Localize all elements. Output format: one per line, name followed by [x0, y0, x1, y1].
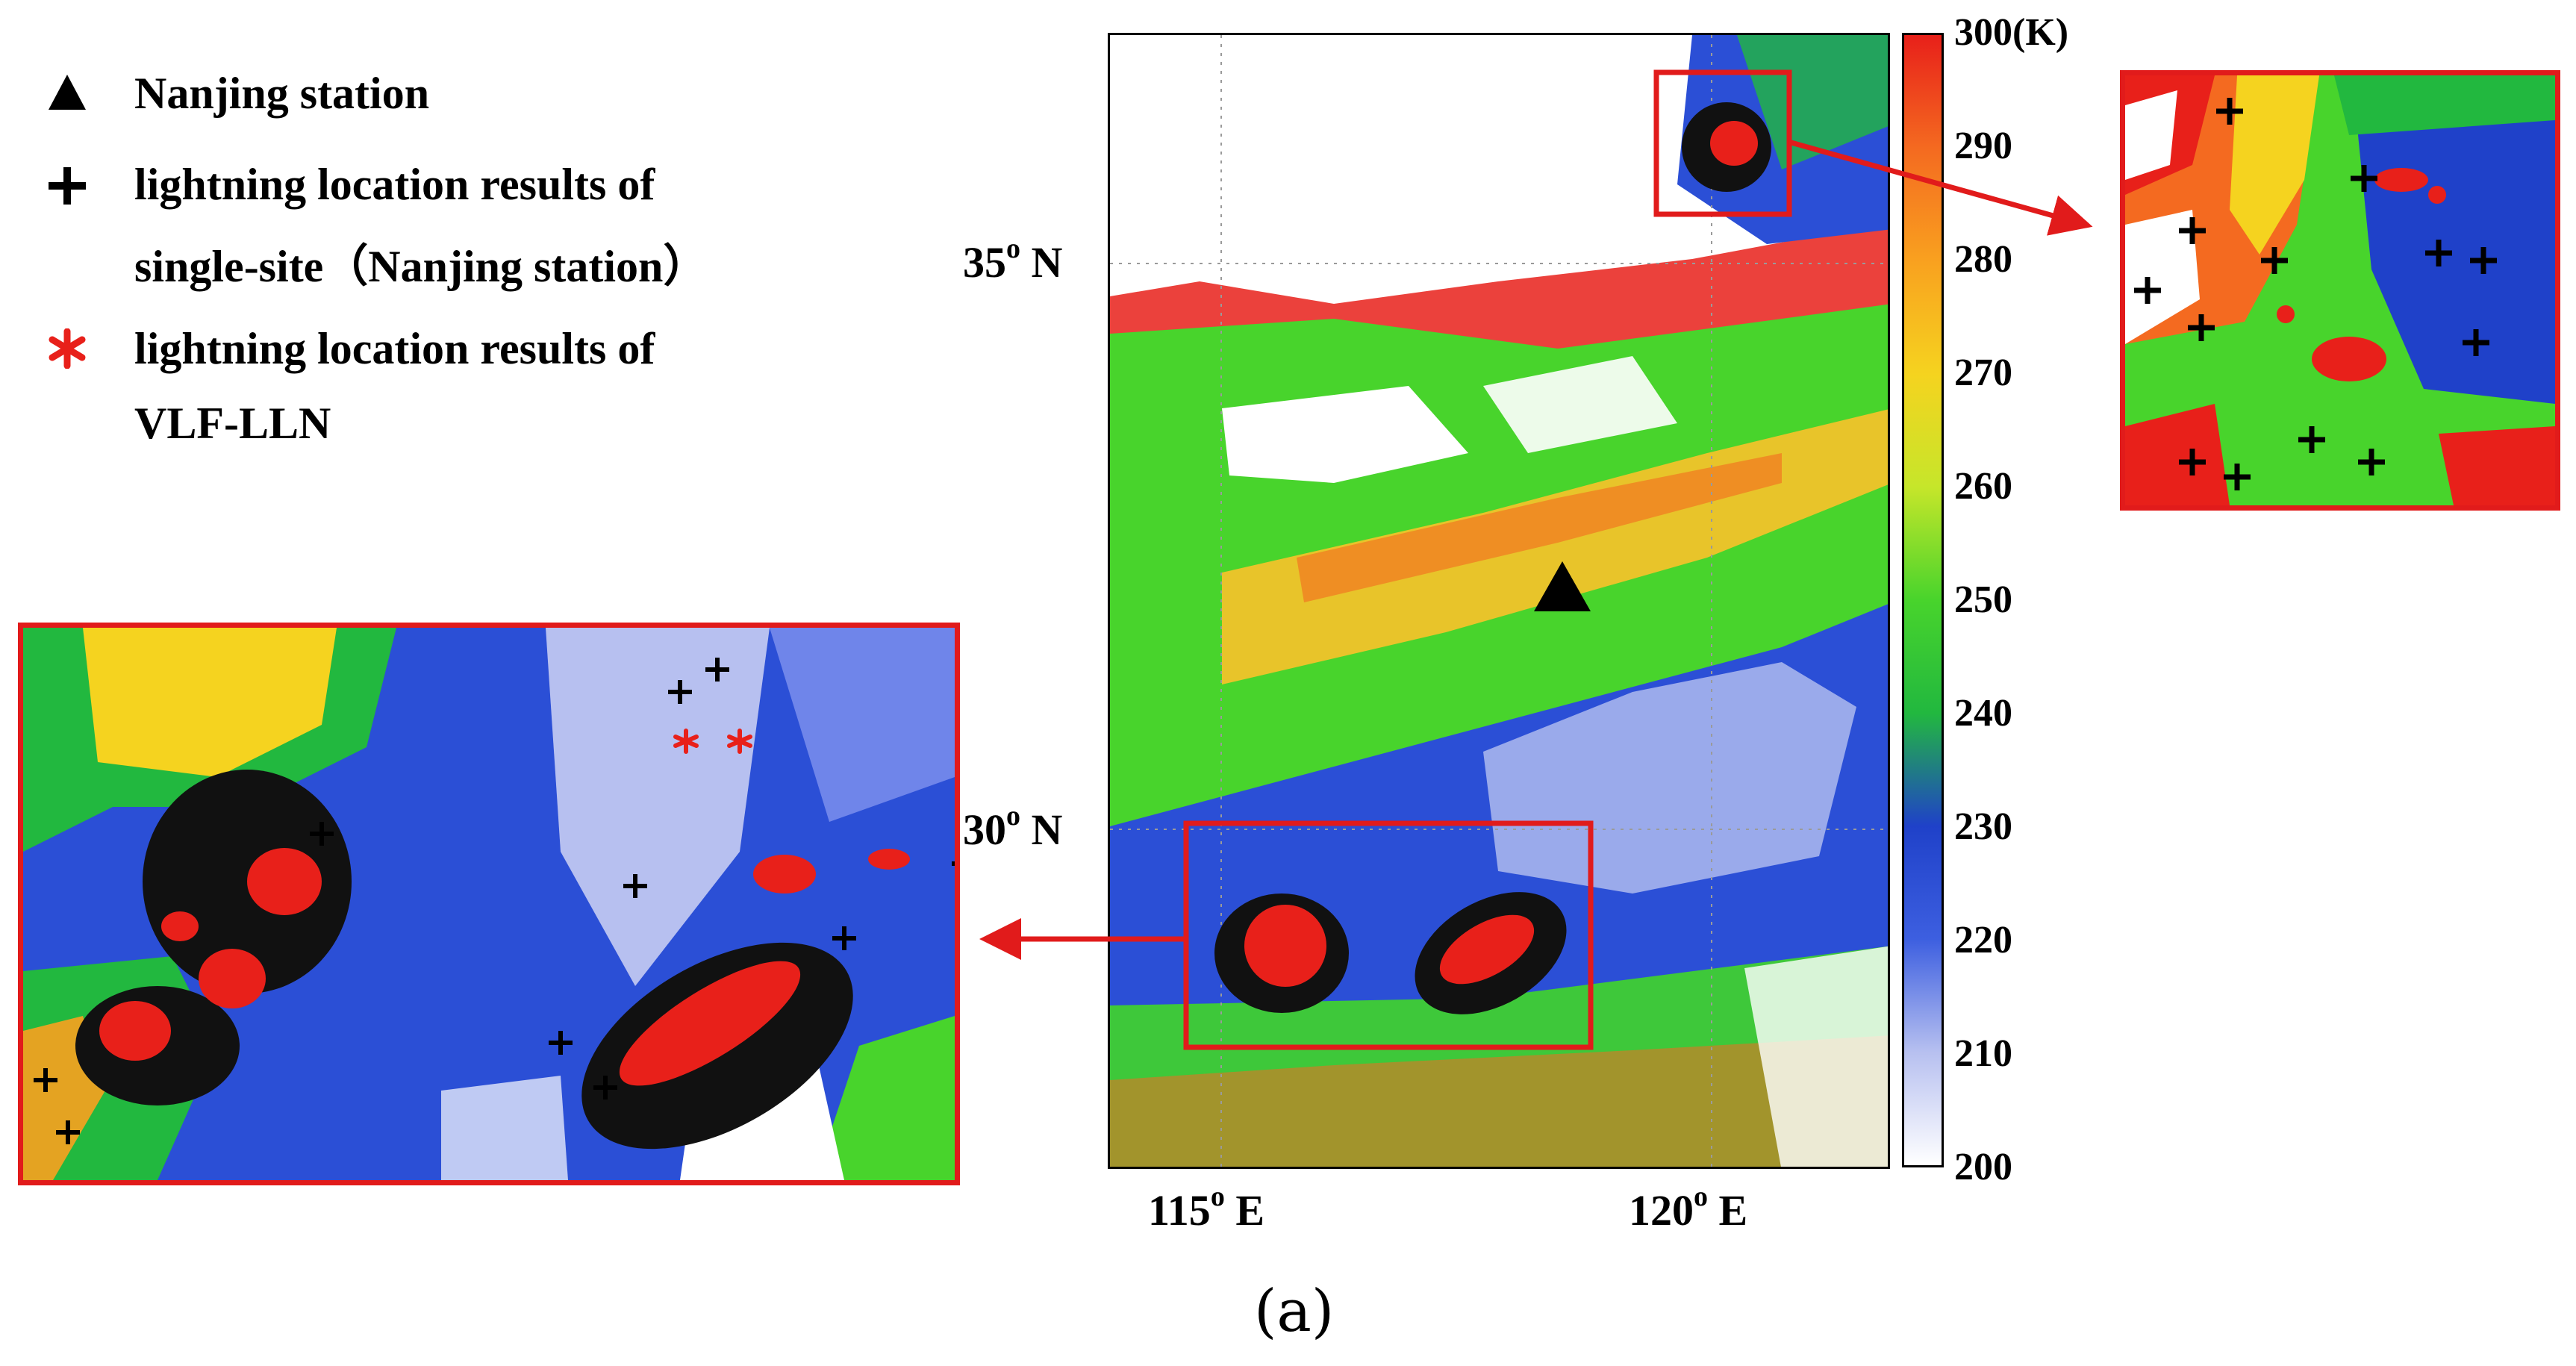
zoom-panel-northeast [2120, 70, 2560, 511]
nanjing-station-marker [1534, 561, 1591, 611]
lightning-cluster-east [1415, 892, 1567, 1014]
lat-tick-30: 30o N [963, 800, 1063, 854]
colorbar-label: 300(K) [1954, 11, 2069, 54]
lightning-cluster-west [1214, 893, 1349, 1013]
legend-vlf-line1: lightning location results of [134, 324, 655, 373]
colorbar-label: 210 [1954, 1032, 2012, 1075]
colorbar-label: 240 [1954, 692, 2012, 735]
colorbar-label: 220 [1954, 919, 2012, 961]
plus-marker-icon [49, 167, 86, 205]
colorbar-label: 230 [1954, 805, 2012, 848]
highlight-box-south [1183, 820, 1594, 1050]
colorbar-label: 260 [1954, 465, 2012, 508]
figure-caption: (a) [1254, 1278, 1335, 1345]
colorbar-labels: 300(K) 290 280 270 260 250 240 230 220 2… [1954, 13, 2103, 1193]
main-map [1108, 33, 1890, 1169]
colorbar-label: 250 [1954, 578, 2012, 621]
lat-tick-35: 35o N [963, 233, 1063, 287]
temperature-field [1110, 35, 1888, 1167]
lon-tick-120: 120o E [1629, 1181, 1748, 1235]
lightning-cluster-north [1682, 102, 1771, 192]
triangle-marker-icon [49, 75, 86, 110]
asterisk-marker-icon [49, 328, 86, 369]
legend: Nanjing station lightning location resul… [45, 67, 941, 455]
lon-tick-115: 115o E [1148, 1181, 1264, 1235]
legend-vlf-line2: VLF-LLN [134, 399, 331, 448]
colorbar-label: 290 [1954, 125, 2012, 167]
zoom-panel-southwest [18, 623, 960, 1185]
colorbar-label: 280 [1954, 238, 2012, 281]
colorbar-label: 200 [1954, 1146, 2012, 1188]
colorbar [1902, 33, 1944, 1167]
legend-station-label: Nanjing station [134, 69, 430, 118]
legend-single-site-line2: single-site（Nanjing station） [134, 242, 708, 291]
colorbar-label: 270 [1954, 352, 2012, 394]
legend-single-site-line1: lightning location results of [134, 160, 655, 209]
